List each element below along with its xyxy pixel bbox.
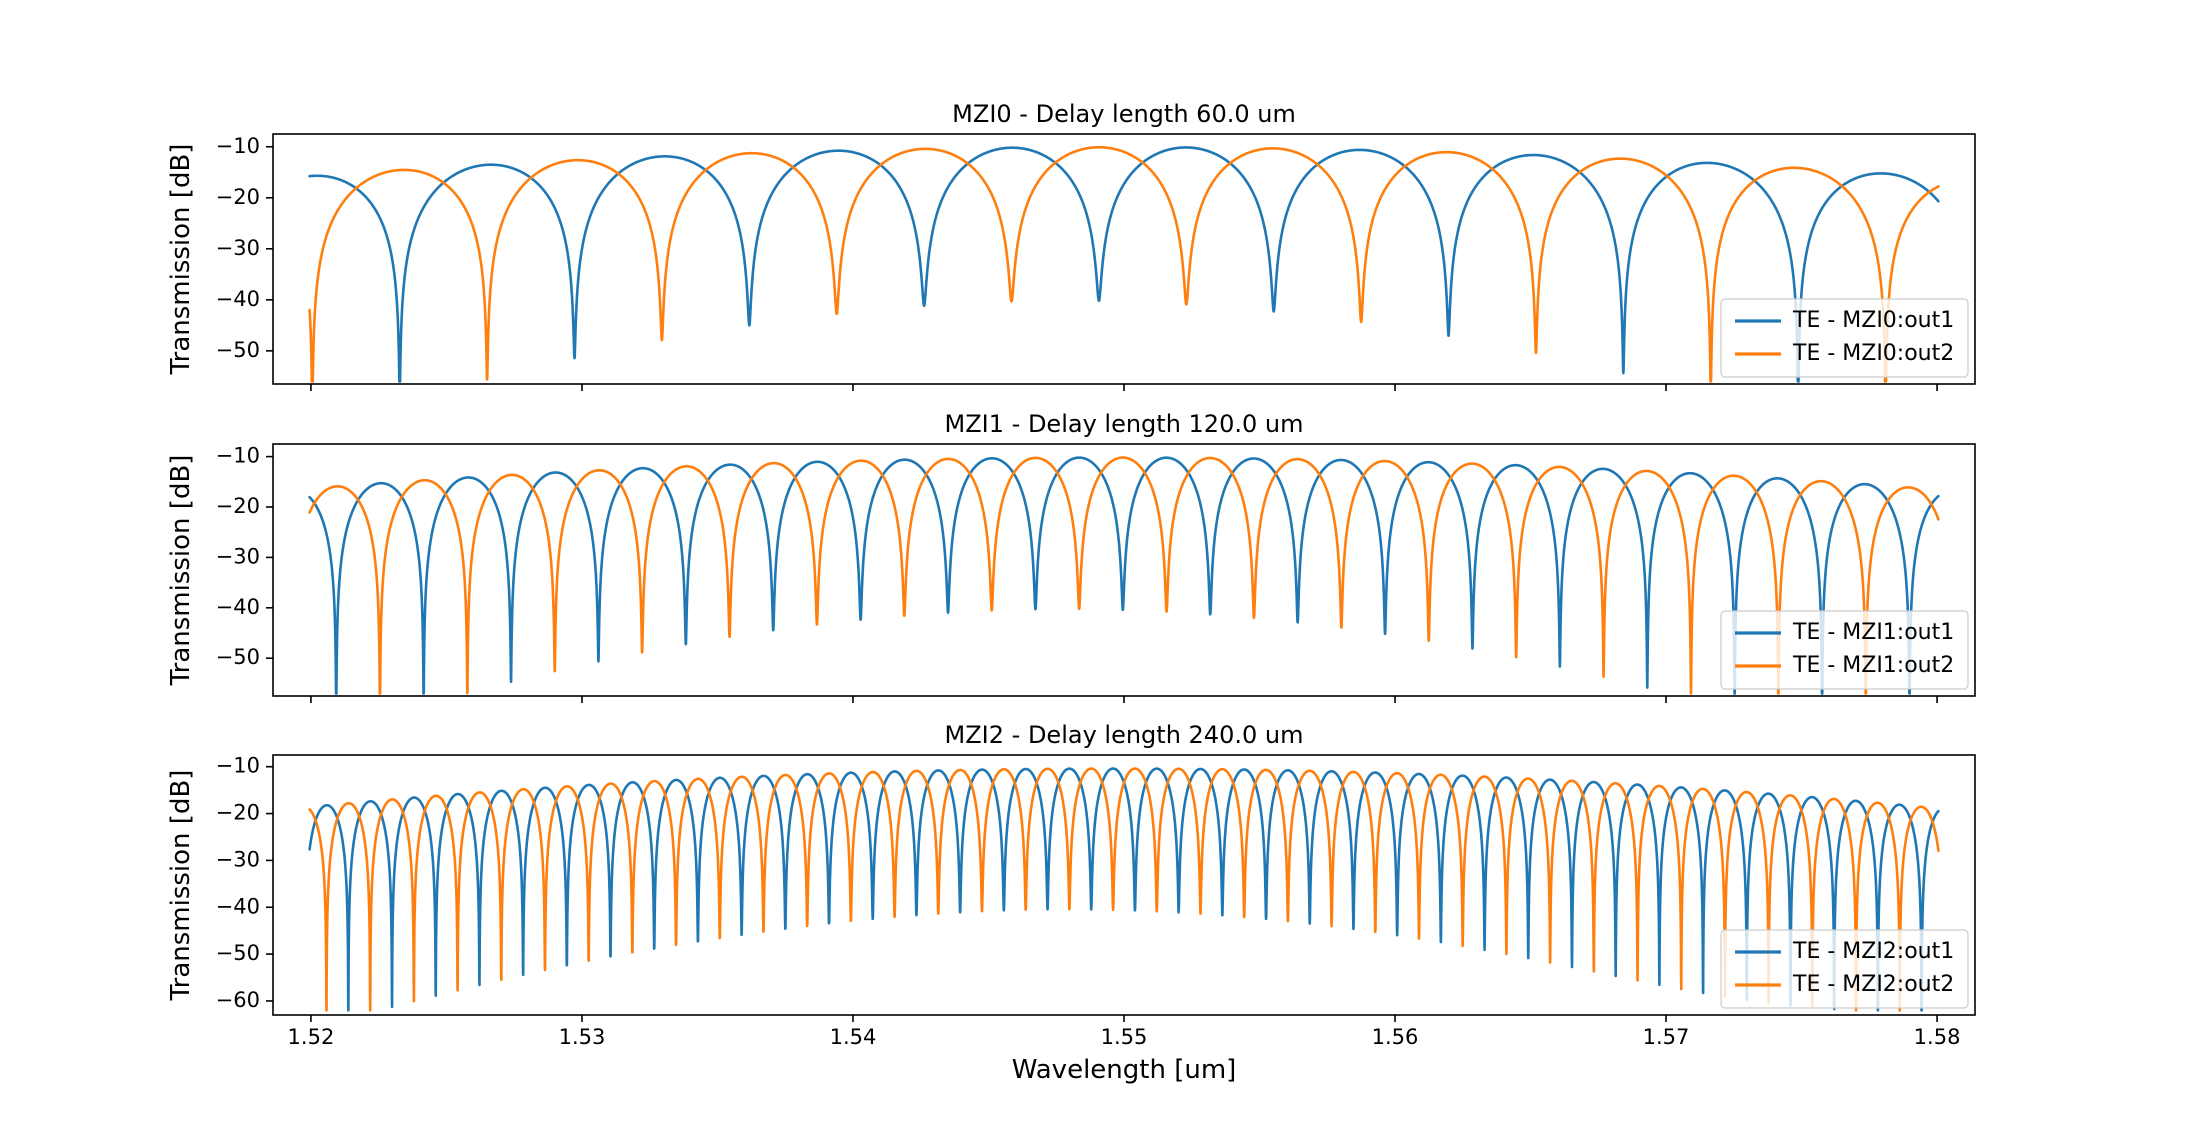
y-tick-label: −30 [216, 847, 260, 871]
y-tick-label: −30 [216, 236, 260, 260]
y-axis-title-1: Transmission [dB] [166, 455, 196, 687]
y-tick-label: −30 [216, 544, 260, 568]
y-axis-title-2: Transmission [dB] [166, 770, 196, 1002]
y-tick-label: −40 [216, 894, 260, 918]
series-out2-2 [308, 767, 1940, 1012]
x-tick-label: 1.57 [1643, 1025, 1690, 1049]
legend-frame [1720, 929, 1969, 1009]
x-tick-label: 1.54 [830, 1025, 877, 1049]
legend-label-out1: TE - MZI0:out1 [1792, 308, 1954, 333]
y-tick-label: −10 [216, 134, 260, 158]
x-tick-label: 1.53 [559, 1025, 606, 1049]
series-out2-0 [308, 145, 1940, 383]
y-tick-label: −10 [216, 444, 260, 468]
y-tick-label: −50 [216, 645, 260, 669]
y-tick-label: −50 [216, 338, 260, 362]
series-out2-1 [308, 456, 1940, 695]
legend-frame [1720, 298, 1969, 378]
x-axis-title: Wavelength [um] [1012, 1055, 1237, 1085]
series-out1-1 [308, 456, 1940, 695]
x-tick-label: 1.58 [1914, 1025, 1961, 1049]
legend-2[interactable]: TE - MZI2:out1 TE - MZI2:out2 [1720, 929, 1969, 1009]
data-lines-2 [308, 767, 1940, 1012]
x-axis-2: 1.52 1.53 1.54 1.55 1.56 1.57 1.58 [288, 1015, 1961, 1049]
subplot-1: MZI1 - Delay length 120.0 um −10 −20 −30 −40… [166, 410, 1976, 703]
series-out1-0 [308, 146, 1940, 383]
y-axis-0: −10 −20 −30 −40 −50 [216, 134, 273, 362]
subplot-title-0: MZI0 - Delay length 60.0 um [952, 100, 1296, 128]
x-axis-0 [310, 384, 1938, 391]
legend-label-out1: TE - MZI1:out1 [1792, 620, 1954, 645]
subplot-title-1: MZI1 - Delay length 120.0 um [945, 410, 1304, 438]
subplot-title-2: MZI2 - Delay length 240.0 um [945, 721, 1304, 749]
x-tick-label: 1.56 [1372, 1025, 1419, 1049]
legend-label-out2: TE - MZI0:out2 [1792, 341, 1954, 366]
legend-label-out2: TE - MZI2:out2 [1792, 972, 1954, 997]
x-tick-label: 1.55 [1101, 1025, 1148, 1049]
legend-label-out2: TE - MZI1:out2 [1792, 653, 1954, 678]
subplot-2: MZI2 - Delay length 240.0 um −10 −20 −30 −40… [166, 721, 1976, 1085]
legend-0[interactable]: TE - MZI0:out1 TE - MZI0:out2 [1720, 298, 1969, 378]
data-lines-1 [308, 456, 1940, 695]
y-tick-label: −50 [216, 941, 260, 965]
y-tick-label: −60 [216, 988, 260, 1012]
y-axis-1: −10 −20 −30 −40 −50 [216, 444, 273, 669]
legend-label-out1: TE - MZI2:out1 [1792, 939, 1954, 964]
x-axis-1 [310, 696, 1938, 703]
subplot-0: MZI0 - Delay length 60.0 um−10−20−30−40−… [166, 100, 1976, 391]
legend-frame [1720, 610, 1969, 690]
y-tick-label: −20 [216, 185, 260, 209]
y-tick-label: −20 [216, 494, 260, 518]
y-tick-label: −40 [216, 595, 260, 619]
y-tick-label: −10 [216, 754, 260, 778]
y-axis-title-0: Transmission [dB] [166, 144, 196, 376]
y-tick-label: −20 [216, 801, 260, 825]
legend-1[interactable]: TE - MZI1:out1 TE - MZI1:out2 [1720, 610, 1969, 690]
data-lines-0 [308, 145, 1940, 383]
y-axis-2: −10 −20 −30 −40 −50 −60 [216, 754, 273, 1012]
x-tick-label: 1.52 [288, 1025, 335, 1049]
y-tick-label: −40 [216, 287, 260, 311]
plot-frame-0 [272, 133, 1976, 385]
